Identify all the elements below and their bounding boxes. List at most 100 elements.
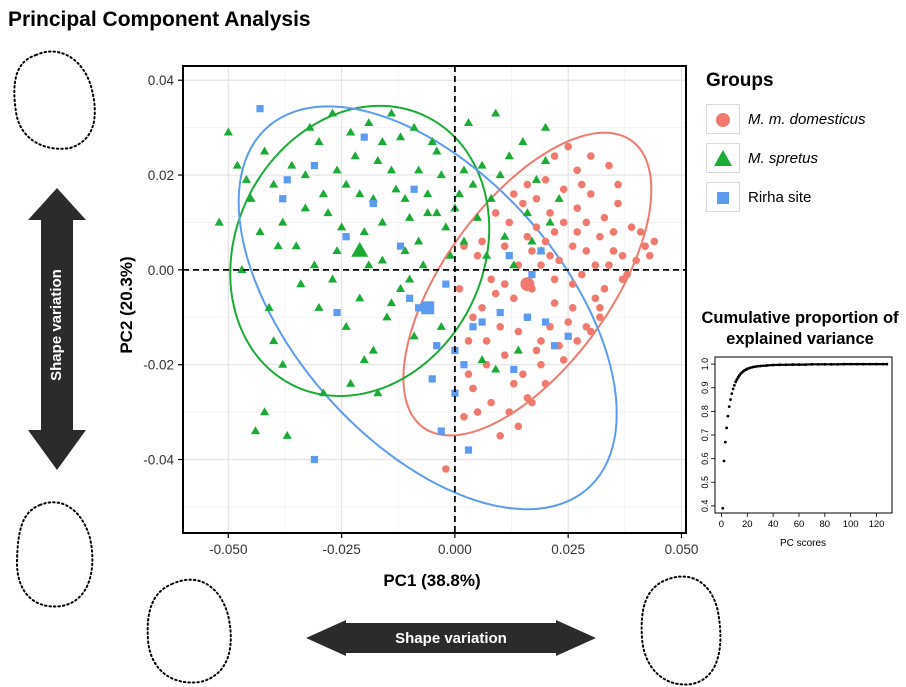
- point-triangle: [327, 108, 338, 117]
- point-triangle: [255, 227, 265, 236]
- point-triangle: [414, 236, 424, 245]
- y-tick-label: 0.00: [148, 263, 174, 278]
- x-tick-label: -0.050: [209, 542, 247, 557]
- point-triangle: [355, 189, 365, 198]
- inset-x-tick-label: 0: [719, 519, 724, 530]
- legend-triangle-marker: [706, 143, 740, 173]
- inset-y-tick-label: 1.0: [700, 358, 710, 371]
- point-circle: [500, 242, 509, 250]
- point-triangle: [395, 284, 406, 292]
- point-triangle: [287, 160, 297, 169]
- point-circle: [464, 337, 473, 345]
- point-triangle: [418, 260, 428, 269]
- point-triangle: [472, 212, 483, 221]
- legend-square-marker: [706, 182, 740, 212]
- point-square: [537, 247, 545, 255]
- inset-y-tick-label: 0.9: [700, 381, 710, 394]
- point-circle: [609, 228, 618, 236]
- point-circle: [636, 228, 645, 236]
- point-circle: [550, 228, 559, 236]
- centroid-triangle: [351, 241, 369, 257]
- point-triangle: [414, 165, 424, 174]
- point-triangle: [332, 246, 342, 255]
- point-triangle: [445, 250, 455, 259]
- point-triangle: [373, 388, 383, 397]
- centroid-circle: [520, 277, 535, 292]
- point-triangle: [436, 170, 446, 179]
- point-circle: [605, 261, 613, 269]
- point-square: [310, 161, 319, 170]
- outline-bottom-right: [640, 575, 722, 686]
- y-tick-label: 0.04: [148, 73, 175, 88]
- point-triangle: [405, 212, 415, 221]
- point-triangle: [486, 193, 496, 202]
- point-square: [283, 176, 291, 184]
- point-circle: [523, 394, 532, 402]
- point-circle: [496, 432, 505, 440]
- point-circle: [614, 199, 622, 208]
- point-triangle: [250, 426, 261, 435]
- point-circle: [555, 256, 563, 265]
- point-circle: [577, 270, 586, 279]
- point-circle: [568, 242, 577, 250]
- point-circle: [510, 190, 518, 198]
- page-title: Principal Component Analysis: [8, 8, 311, 31]
- point-circle: [587, 152, 595, 160]
- point-circle: [573, 166, 582, 175]
- point-triangle: [386, 165, 397, 174]
- point-triangle: [223, 127, 233, 136]
- x-tick-label: -0.025: [322, 542, 360, 557]
- point-square: [360, 133, 368, 141]
- point-circle: [464, 370, 473, 378]
- point-circle: [596, 313, 604, 322]
- point-circle: [568, 280, 577, 288]
- point-circle: [537, 261, 545, 269]
- point-triangle: [423, 189, 433, 198]
- inset-x-tick-label: 100: [843, 519, 859, 530]
- point-triangle: [432, 208, 442, 217]
- outline-bottom-mid: [146, 578, 232, 684]
- y-tick-label: 0.02: [148, 168, 174, 183]
- point-circle: [582, 322, 591, 331]
- point-circle: [478, 237, 486, 246]
- point-circle: [577, 180, 586, 189]
- inset-point: [723, 440, 727, 444]
- point-circle: [469, 313, 477, 322]
- point-triangle: [264, 302, 274, 311]
- point-circle: [496, 322, 505, 331]
- point-triangle: [278, 217, 288, 226]
- inset-x-tick-label: 60: [794, 519, 805, 530]
- point-triangle: [278, 359, 288, 368]
- point-square: [442, 280, 450, 288]
- point-triangle: [368, 193, 378, 202]
- point-triangle: [232, 160, 242, 169]
- point-circle: [491, 289, 500, 298]
- point-circle: [528, 247, 536, 255]
- point-triangle: [454, 189, 464, 198]
- point-triangle: [409, 122, 419, 131]
- point-circle: [500, 351, 509, 360]
- legend-label: Rirha site: [748, 188, 812, 206]
- ellipse-triangle: [229, 104, 491, 398]
- point-circle: [632, 256, 640, 265]
- legend-title: Groups: [706, 70, 774, 91]
- point-circle: [455, 285, 464, 293]
- point-triangle: [513, 345, 523, 354]
- point-triangle: [296, 279, 306, 288]
- inset-point: [727, 405, 731, 409]
- point-triangle: [531, 174, 542, 183]
- point-circle: [523, 232, 532, 241]
- point-circle: [559, 185, 568, 194]
- point-circle: [582, 218, 591, 227]
- point-triangle: [477, 355, 487, 364]
- point-square: [496, 308, 504, 317]
- point-circle: [600, 285, 609, 293]
- point-circle: [442, 465, 450, 473]
- point-triangle: [314, 302, 324, 311]
- point-triangle: [495, 170, 505, 179]
- point-triangle: [318, 189, 329, 198]
- point-triangle: [337, 222, 347, 231]
- point-square: [469, 323, 477, 331]
- point-circle: [605, 161, 613, 170]
- point-triangle: [341, 321, 351, 330]
